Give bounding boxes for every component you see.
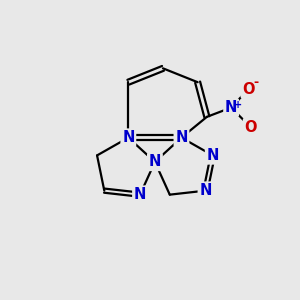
Text: -: - (253, 76, 258, 89)
Text: N: N (175, 130, 188, 145)
Text: +: + (235, 100, 243, 110)
Text: N: N (149, 154, 161, 169)
Text: N: N (207, 148, 219, 163)
Text: N: N (134, 187, 146, 202)
Text: N: N (122, 130, 134, 145)
Text: N: N (225, 100, 237, 115)
Text: O: O (242, 82, 255, 97)
Text: O: O (244, 120, 257, 135)
Text: N: N (199, 183, 212, 198)
